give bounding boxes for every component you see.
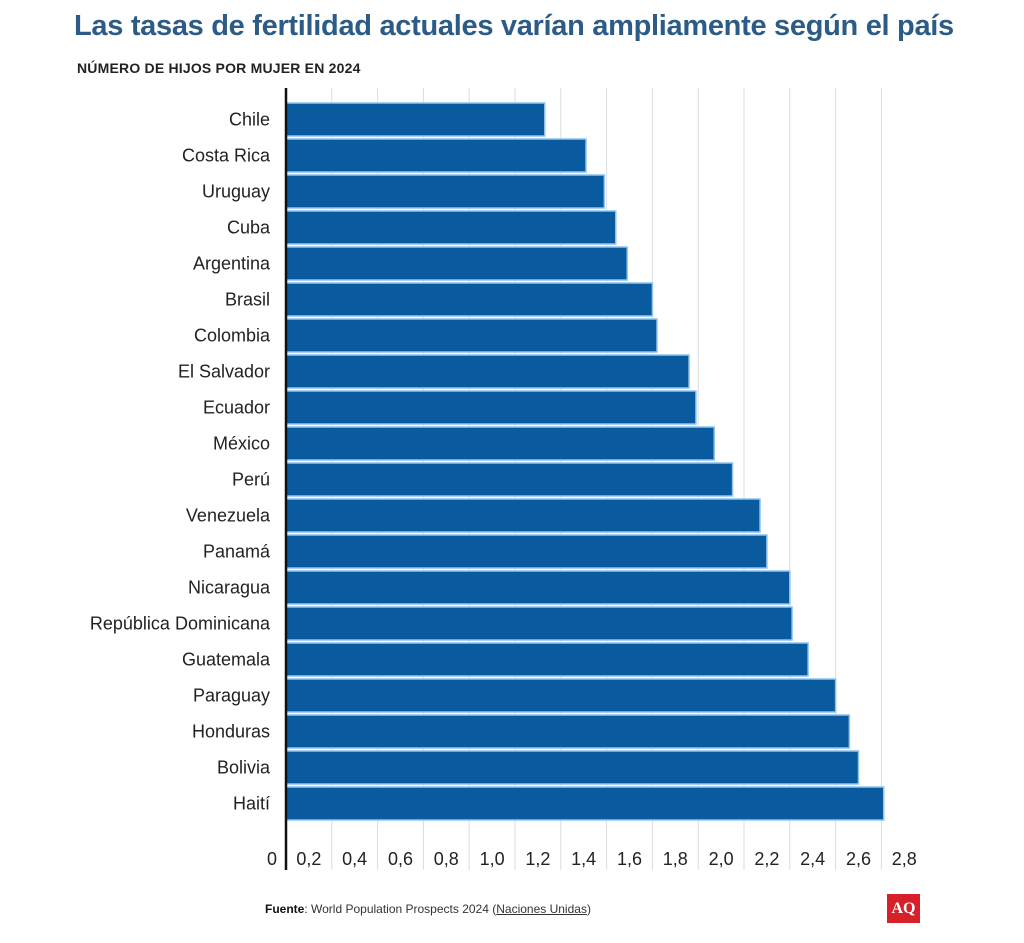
category-label: Chile [229,110,270,130]
bar-perú [285,462,734,497]
bar-chile [285,102,546,137]
category-label: Bolivia [217,758,271,778]
category-label: El Salvador [178,362,270,382]
bar-paraguay [285,678,837,713]
bar-uruguay [285,174,606,209]
x-tick-label: 2,0 [709,849,734,869]
chart-title: Las tasas de fertilidad actuales varían … [74,10,954,42]
x-tick-label: 1,6 [617,849,642,869]
category-label: Ecuador [203,398,270,418]
chart-subtitle: NÚMERO DE HIJOS POR MUJER EN 2024 [77,60,361,76]
bar-cuba [285,210,617,245]
bar-honduras [285,714,851,749]
bar-méxico [285,426,715,461]
bar-panamá [285,534,768,569]
category-label: Argentina [193,254,271,274]
category-label: Panamá [203,542,271,562]
x-tick-label: 0,4 [342,849,367,869]
bar-república-dominicana [285,606,793,641]
category-label: Colombia [194,326,271,346]
category-label: Honduras [192,722,270,742]
x-tick-label: 0,8 [434,849,459,869]
bar-brasil [285,282,654,317]
category-label: Haití [233,794,270,814]
source-link[interactable]: Naciones Unidas [496,902,587,916]
category-label: República Dominicana [90,614,271,634]
bar-guatemala [285,642,809,677]
category-label: Uruguay [202,182,270,202]
bar-colombia [285,318,658,353]
category-label: Venezuela [186,506,271,526]
source-text: : World Population Prospects 2024 ( [304,902,497,916]
source-label: Fuente [265,902,305,916]
source-note: Fuente: World Population Prospects 2024 … [265,902,591,916]
x-tick-label: 0,2 [296,849,321,869]
category-label: Brasil [225,290,270,310]
x-tick-label: 1,2 [525,849,550,869]
bar-bolivia [285,750,860,785]
x-tick-label: 0 [267,849,277,869]
source-end: ) [586,902,591,916]
bar-el-salvador [285,354,690,389]
bar-haití [285,786,885,821]
x-tick-label: 1,4 [571,849,596,869]
x-tick-label: 1,0 [480,849,505,869]
category-label: Paraguay [193,686,270,706]
x-tick-label: 2,6 [846,849,871,869]
bar-nicaragua [285,570,791,605]
bar-costa-rica [285,138,587,173]
x-tick-label: 2,8 [892,849,917,869]
category-label: Guatemala [182,650,271,670]
aq-logo: AQ [887,894,920,923]
x-tick-label: 2,4 [800,849,825,869]
x-tick-label: 2,2 [754,849,779,869]
bar-argentina [285,246,628,281]
category-label: Nicaragua [188,578,271,598]
x-tick-label: 1,8 [663,849,688,869]
category-label: Cuba [227,218,271,238]
bar-ecuador [285,390,697,425]
bar-venezuela [285,498,761,533]
category-label: Costa Rica [182,146,271,166]
category-label: Perú [232,470,270,490]
category-label: México [213,434,270,454]
x-tick-label: 0,6 [388,849,413,869]
